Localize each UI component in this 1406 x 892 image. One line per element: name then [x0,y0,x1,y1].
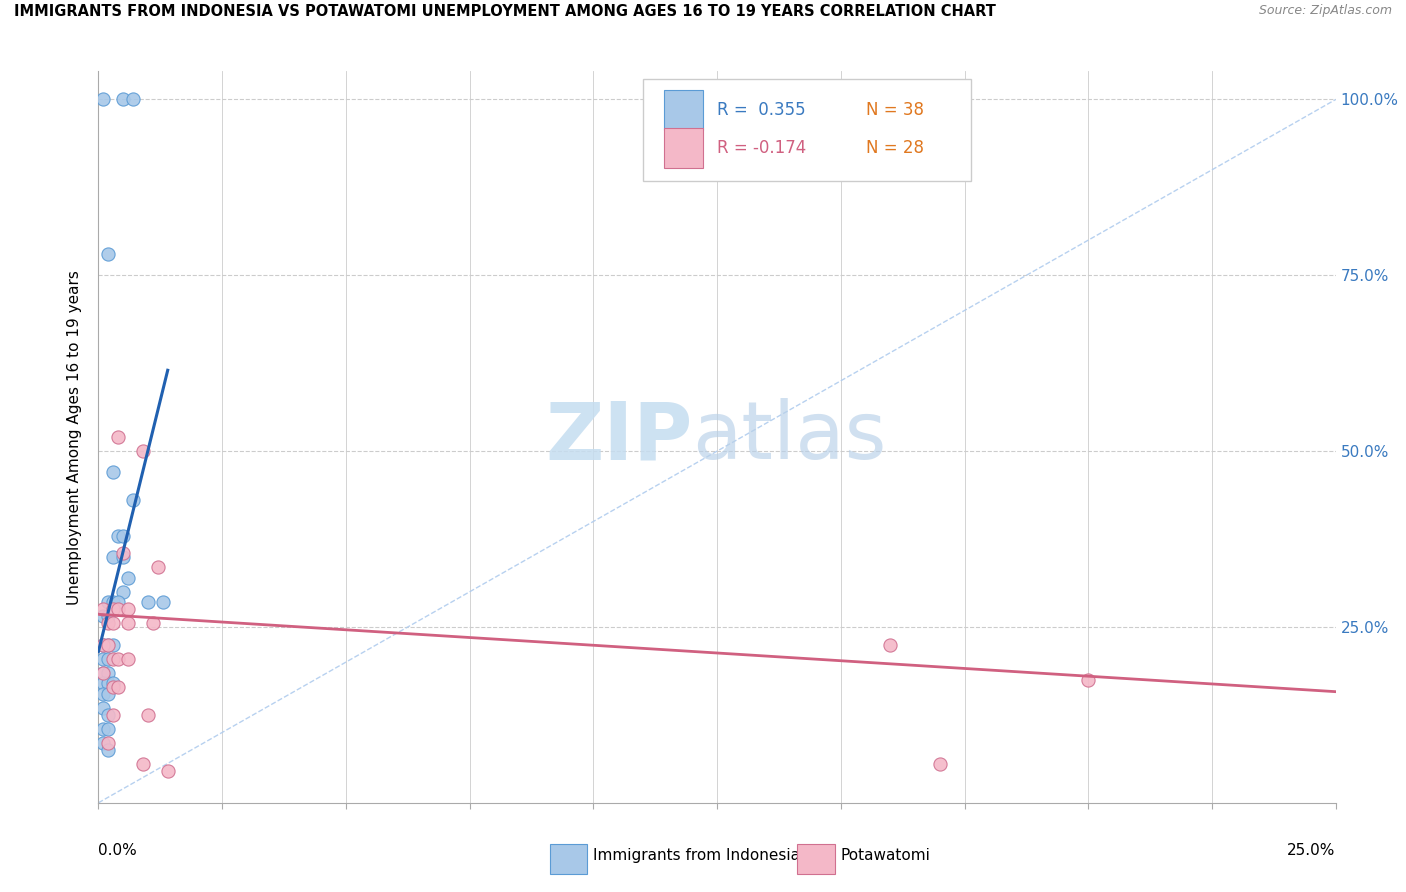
Point [103,595,125,609]
Point [97,743,120,757]
Point [93,736,115,750]
Point [112,93,135,107]
Point [879,638,901,652]
Point [93,665,115,680]
Text: ZIP: ZIP [546,398,692,476]
FancyBboxPatch shape [797,845,835,874]
Text: IMMIGRANTS FROM INDONESIA VS POTAWATOMI UNEMPLOYMENT AMONG AGES 16 TO 19 YEARS C: IMMIGRANTS FROM INDONESIA VS POTAWATOMI … [14,4,995,20]
Point [1077,673,1099,687]
Text: 25.0%: 25.0% [1288,843,1336,858]
Point [97,595,120,609]
Text: Source: ZipAtlas.com: Source: ZipAtlas.com [1258,4,1392,18]
Text: R = -0.174: R = -0.174 [717,139,806,157]
Text: atlas: atlas [692,398,887,476]
Point [103,680,125,694]
Point [103,707,125,722]
Text: N = 28: N = 28 [866,139,924,157]
Text: N = 38: N = 38 [866,101,924,120]
Point [93,651,115,665]
Point [132,444,155,458]
Point [117,571,139,585]
FancyBboxPatch shape [643,78,970,181]
FancyBboxPatch shape [664,90,703,130]
Point [93,665,115,680]
Point [103,676,125,690]
Point [97,722,120,736]
Y-axis label: Unemployment Among Ages 16 to 19 years: Unemployment Among Ages 16 to 19 years [67,269,83,605]
Point [112,549,135,564]
Point [146,560,169,574]
Point [93,701,115,715]
Point [112,546,135,560]
FancyBboxPatch shape [550,845,588,874]
Point [107,602,129,616]
Point [97,665,120,680]
Point [97,638,120,652]
Point [97,616,120,631]
Point [97,736,120,750]
Point [93,609,115,624]
Point [107,430,129,444]
Point [93,722,115,736]
Point [107,651,129,665]
Point [122,93,145,107]
Point [112,584,135,599]
Point [136,595,159,609]
Point [107,528,129,542]
Point [93,638,115,652]
Point [97,687,120,701]
Point [97,676,120,690]
Point [132,757,155,772]
Point [103,651,125,665]
Point [117,651,139,665]
Point [93,93,115,107]
Point [103,638,125,652]
Point [117,616,139,631]
Point [97,609,120,624]
Point [97,638,120,652]
Point [152,595,174,609]
Point [97,707,120,722]
Point [122,493,145,508]
Point [107,680,129,694]
Point [136,707,159,722]
Point [142,616,165,631]
Point [107,595,129,609]
Point [117,602,139,616]
Point [103,465,125,479]
Point [93,602,115,616]
Point [97,651,120,665]
Point [97,247,120,261]
Text: Immigrants from Indonesia: Immigrants from Indonesia [593,848,800,863]
Point [112,528,135,542]
Point [93,638,115,652]
Point [103,602,125,616]
Point [928,757,950,772]
Point [103,616,125,631]
FancyBboxPatch shape [664,128,703,169]
Point [103,549,125,564]
Point [156,764,179,779]
Point [93,676,115,690]
Text: R =  0.355: R = 0.355 [717,101,806,120]
Point [93,687,115,701]
Text: 0.0%: 0.0% [98,843,138,858]
Text: Potawatomi: Potawatomi [841,848,931,863]
